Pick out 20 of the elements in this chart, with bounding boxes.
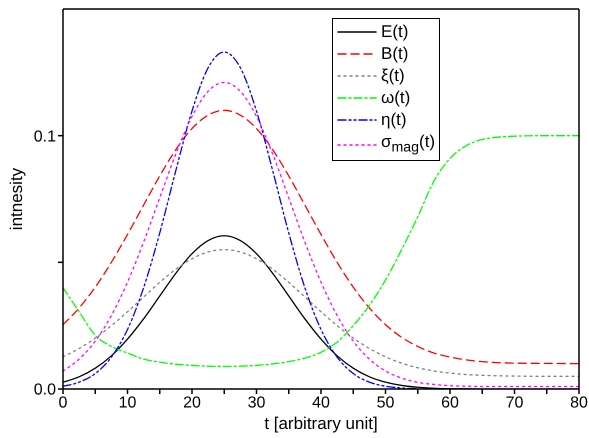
line-series: [63, 249, 579, 377]
y-tick-label: 0.1: [34, 128, 56, 146]
x-tick-label: 70: [506, 394, 524, 412]
x-tick-label: 50: [376, 394, 394, 412]
x-tick-label: 0: [58, 394, 68, 412]
x-tick-label: 30: [248, 394, 266, 412]
x-tick-label: 20: [183, 394, 201, 412]
legend-label: E(t): [381, 21, 408, 43]
x-axis-title: t [arbitrary unit]: [264, 414, 378, 433]
legend-label: ω(t): [381, 87, 410, 109]
legend-label: η(t): [381, 109, 406, 131]
x-tick-label: 60: [441, 394, 459, 412]
legend-label: B(t): [381, 43, 408, 65]
legend-label: σ$_{mag}$(t): [381, 131, 436, 158]
y-axis-title: intnesity: [7, 167, 26, 230]
x-tick-label: 80: [570, 394, 588, 412]
x-tick-label: 10: [118, 394, 136, 412]
y-tick-label: 0.0: [34, 382, 56, 399]
x-tick-label: 40: [312, 394, 330, 412]
legend-label: ξ(t): [381, 65, 405, 87]
